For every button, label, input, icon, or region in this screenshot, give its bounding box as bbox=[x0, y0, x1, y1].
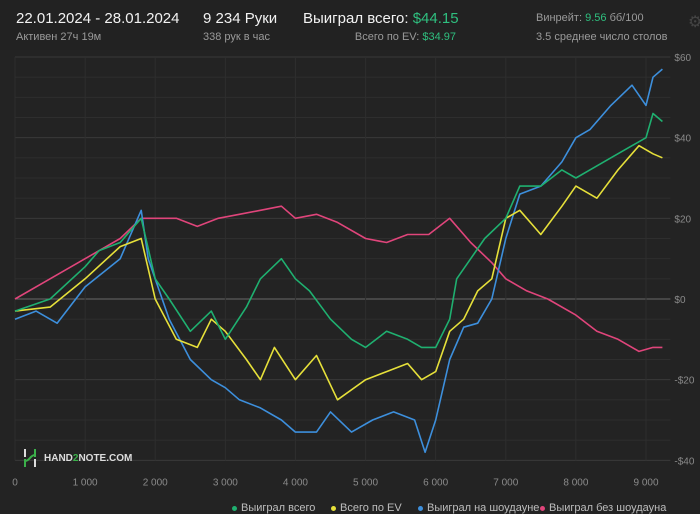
active-time: Активен 27ч 19м bbox=[16, 31, 102, 43]
x-tick-label: 8 000 bbox=[563, 477, 588, 488]
legend-dot-icon bbox=[331, 505, 336, 511]
won-value: $44.15 bbox=[412, 10, 459, 27]
x-tick-label: 4 000 bbox=[283, 477, 308, 488]
series-line bbox=[14, 205, 663, 353]
legend-dot-icon bbox=[418, 505, 423, 511]
winrate-unit: бб/100 bbox=[609, 12, 644, 24]
x-tick-label: 2 000 bbox=[143, 477, 168, 488]
winrate-label: Винрейт: bbox=[536, 12, 583, 24]
gear-icon[interactable]: ⚙ bbox=[688, 14, 700, 31]
legend-item[interactable]: Выиграл всего bbox=[232, 502, 315, 514]
legend-label: Всего по EV bbox=[340, 502, 402, 514]
x-tick-label: 7 000 bbox=[493, 477, 518, 488]
x-tick-label: 5 000 bbox=[353, 477, 378, 488]
x-tick-label: 1 000 bbox=[73, 477, 98, 488]
legend-dot-icon bbox=[540, 505, 545, 511]
legend-label: Выиграл всего bbox=[241, 502, 316, 514]
series-line bbox=[14, 112, 663, 349]
y-tick-label: -$40 bbox=[674, 456, 694, 467]
x-tick-label: 6 000 bbox=[423, 477, 448, 488]
hands-count: 9 234 Руки bbox=[203, 10, 278, 27]
hand2note-logo-icon bbox=[24, 449, 36, 467]
won-label: Выиграл всего: bbox=[303, 10, 409, 27]
profit-chart: 0 1 000 2 000 3 000 4 000 5 000 6 000 7 000 8 00… bbox=[12, 53, 695, 488]
legend-item[interactable]: Всего по EV bbox=[331, 502, 402, 514]
winrate: Винрейт: 9.56 бб/100 bbox=[536, 12, 644, 24]
legend-item[interactable]: Выиграл без шоудауна bbox=[540, 502, 666, 514]
legend-item[interactable]: Выиграл на шоудауне bbox=[418, 502, 539, 514]
y-tick-label: -$20 bbox=[674, 376, 694, 387]
series-line bbox=[14, 68, 663, 454]
ev-total: Всего по EV: $34.97 bbox=[355, 31, 456, 43]
legend-dot-icon bbox=[232, 505, 237, 511]
hands-per-hour: 338 рук в час bbox=[203, 31, 271, 43]
hand2note-logo: HAND2NOTE.COM bbox=[22, 448, 132, 468]
x-tick-label: 0 bbox=[12, 477, 18, 488]
date-range: 22.01.2024 - 28.01.2024 bbox=[16, 10, 180, 27]
y-tick-label: $20 bbox=[674, 214, 691, 225]
y-tick-label: $60 bbox=[674, 53, 691, 64]
x-tick-label: 9 000 bbox=[633, 477, 658, 488]
won-total: Выиграл всего: $44.15 bbox=[303, 10, 459, 27]
logo-text: HAND2NOTE.COM bbox=[44, 452, 133, 464]
avg-tables: 3.5 среднее число столов bbox=[536, 31, 668, 43]
ev-label: Всего по EV: bbox=[354, 31, 420, 43]
winrate-value: 9.56 bbox=[585, 12, 607, 24]
series-line bbox=[14, 144, 663, 401]
y-tick-label: $0 bbox=[674, 295, 686, 306]
y-tick-label: $40 bbox=[674, 134, 691, 145]
legend-label: Выиграл на шоудауне bbox=[427, 502, 540, 514]
legend-label: Выиграл без шоудауна bbox=[549, 502, 667, 514]
summary-header: 22.01.2024 - 28.01.2024 Активен 27ч 19м … bbox=[0, 0, 700, 50]
ev-value: $34.97 bbox=[422, 31, 456, 43]
x-tick-label: 3 000 bbox=[213, 477, 238, 488]
